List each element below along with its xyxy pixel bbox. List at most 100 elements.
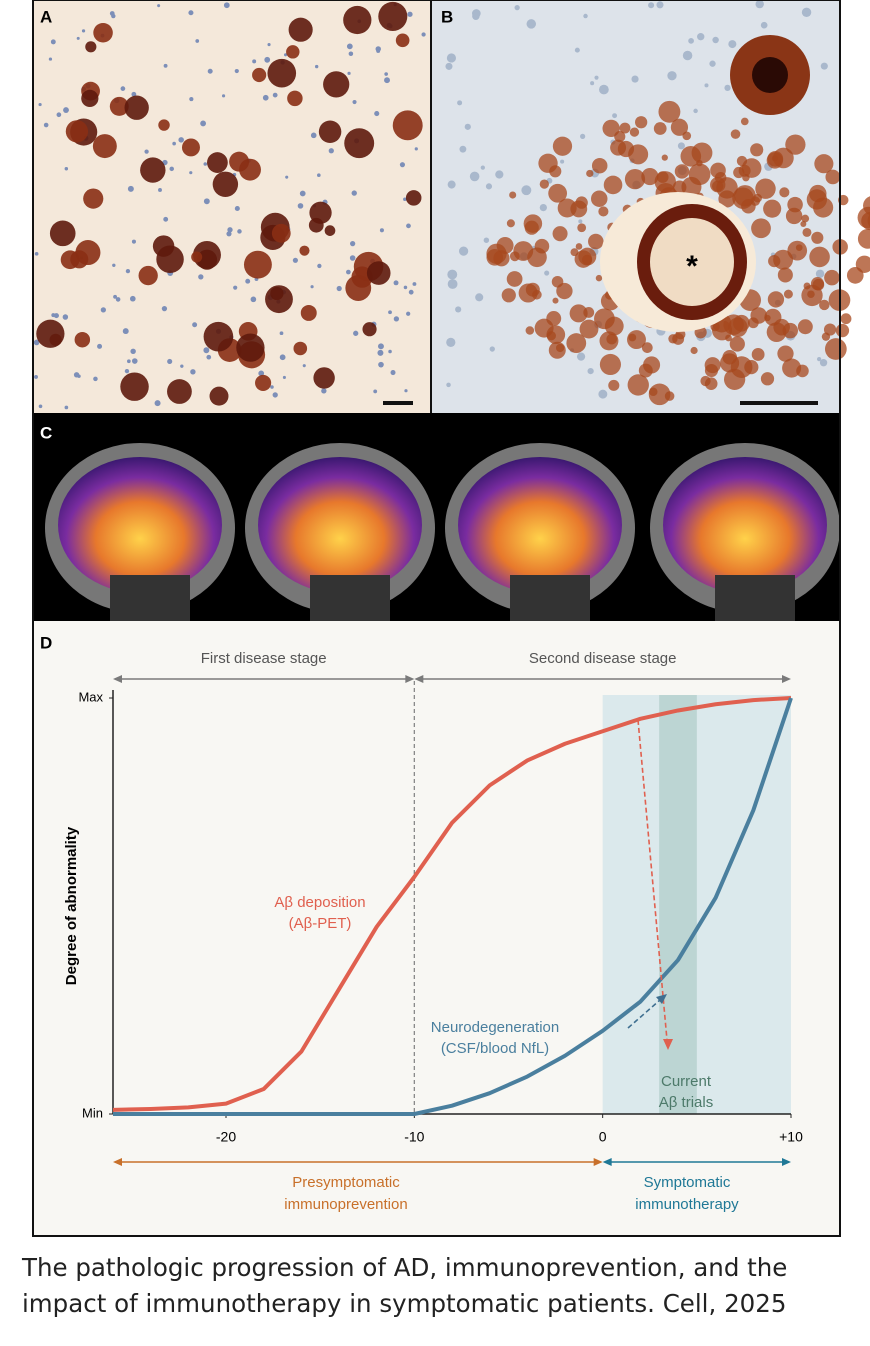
amyloid <box>782 358 802 378</box>
nucleus <box>169 166 174 172</box>
nucleus <box>272 392 278 398</box>
amyloid <box>575 196 588 209</box>
nucleus <box>120 86 126 91</box>
nucleus <box>200 120 207 127</box>
amyloid <box>525 326 535 335</box>
plaque <box>288 17 313 42</box>
brain <box>458 457 622 593</box>
amyloid <box>755 178 776 199</box>
amyloid <box>773 147 794 169</box>
nucleus <box>76 36 80 40</box>
nucleus <box>353 330 359 336</box>
amyloid <box>811 231 824 244</box>
nucleus <box>131 91 137 97</box>
nucleus <box>820 62 828 70</box>
nucleus <box>388 349 392 354</box>
amyloid <box>690 346 698 355</box>
amyloid <box>599 331 619 351</box>
nucleus <box>514 4 520 11</box>
amyloid <box>496 237 514 254</box>
nucleus <box>560 159 565 164</box>
nucleus <box>384 77 390 84</box>
amyloid <box>619 122 631 134</box>
nucleus <box>63 107 69 114</box>
plaque <box>300 304 317 321</box>
nucleus <box>688 38 694 44</box>
curve-label: Aβ deposition <box>274 894 365 911</box>
amyloid <box>627 374 649 396</box>
nucleus <box>580 133 586 139</box>
amyloid <box>555 343 565 353</box>
nucleus <box>648 2 655 9</box>
neck <box>510 575 590 621</box>
nucleus <box>302 364 306 368</box>
panel-label: A <box>40 7 52 26</box>
nucleus <box>693 108 698 114</box>
nucleus <box>406 223 411 229</box>
plaque <box>286 45 300 59</box>
nucleus <box>407 11 413 17</box>
nucleus <box>347 71 351 75</box>
amyloid <box>557 198 577 218</box>
nucleus <box>297 203 304 209</box>
band-label: Aβ trials <box>659 1094 713 1111</box>
amyloid <box>704 357 721 374</box>
nucleus <box>755 0 764 9</box>
amyloid <box>670 118 689 136</box>
vessel-lumen <box>650 218 734 306</box>
amyloid <box>682 131 692 141</box>
nucleus <box>346 269 351 275</box>
plaque <box>324 225 336 236</box>
nucleus <box>272 92 278 98</box>
y-tick-label: Min <box>82 1105 103 1120</box>
nucleus <box>51 313 56 318</box>
amyloid <box>733 166 745 179</box>
nucleus <box>445 62 453 70</box>
nucleus <box>656 1 664 9</box>
plaque <box>156 245 184 273</box>
amyloid <box>653 122 667 135</box>
amyloid <box>595 274 603 282</box>
plaque <box>181 138 200 157</box>
amyloid <box>658 100 681 123</box>
nucleus <box>352 99 357 105</box>
nucleus <box>43 122 49 128</box>
nucleus <box>403 197 407 202</box>
plaque <box>191 251 203 263</box>
panel-label: D <box>40 633 52 652</box>
nucleus <box>245 278 251 284</box>
nucleus <box>180 364 184 368</box>
panel-label: C <box>40 423 52 442</box>
caption: The pathologic progression of AD, immuno… <box>22 1253 788 1318</box>
nucleus <box>469 171 480 182</box>
amyloid <box>785 207 803 225</box>
plaque <box>395 33 410 48</box>
amyloid <box>750 143 764 157</box>
amyloid <box>588 233 604 250</box>
nucleus <box>446 53 457 63</box>
amyloid <box>524 220 539 235</box>
y-axis-label: Degree of abnormality <box>63 826 80 985</box>
amyloid <box>730 129 741 139</box>
plaque <box>65 120 89 143</box>
amyloid <box>751 348 765 361</box>
nucleus <box>458 246 469 256</box>
y-tick-label: Max <box>78 689 103 704</box>
amyloid <box>628 333 637 342</box>
amyloid <box>777 267 793 283</box>
nucleus <box>317 173 321 178</box>
nucleus <box>190 369 196 375</box>
neck <box>715 575 795 621</box>
nucleus <box>485 183 493 190</box>
nucleus <box>161 305 168 312</box>
nucleus <box>189 96 194 102</box>
nucleus <box>321 388 327 394</box>
band-label: Current <box>661 1073 712 1090</box>
nucleus <box>712 36 719 44</box>
nucleus <box>403 285 408 290</box>
amyloid <box>751 218 771 239</box>
plaque <box>140 157 166 183</box>
nucleus <box>299 190 306 197</box>
nucleus <box>234 68 239 74</box>
nucleus <box>227 227 233 233</box>
